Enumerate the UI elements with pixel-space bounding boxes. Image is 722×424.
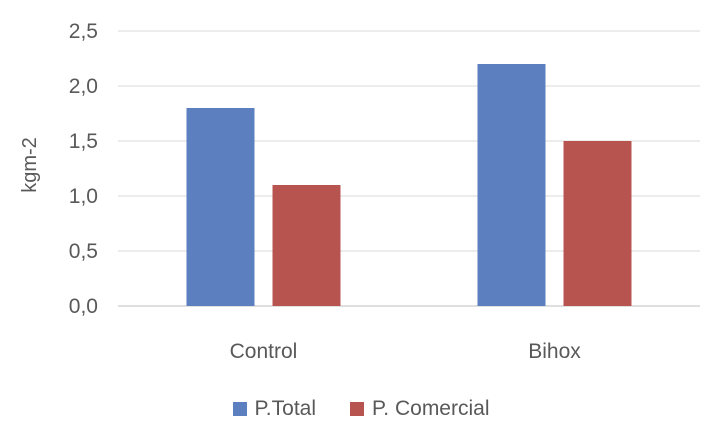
legend-label-p-total: P.Total <box>254 397 317 420</box>
bar-p-comercial-control <box>272 185 341 306</box>
x-axis-categories: Control Bihox <box>230 340 582 363</box>
y-tick-label: 1,0 <box>69 185 98 208</box>
bar-p-total-bihox <box>477 64 546 306</box>
y-tick-label: 2,5 <box>69 20 98 43</box>
y-tick-label: 1,5 <box>69 130 98 153</box>
legend-swatch-p-total <box>232 402 247 416</box>
y-axis-ticks: 0,0 0,5 1,0 1,5 2,0 2,5 <box>69 20 98 318</box>
legend-item-p-total: P.Total <box>232 397 317 421</box>
bar-p-comercial-bihox <box>563 141 632 306</box>
legend-item-p-comercial: P. Comercial <box>350 397 490 421</box>
bars <box>186 64 632 306</box>
legend: P.Total P. Comercial <box>0 394 722 424</box>
bar-p-total-control <box>186 108 255 306</box>
y-tick-label: 2,0 <box>69 75 98 98</box>
x-category-label: Control <box>230 340 298 363</box>
y-axis-title: kgm-2 <box>19 137 41 193</box>
y-tick-label: 0,0 <box>69 295 98 318</box>
legend-swatch-p-comercial <box>350 402 364 416</box>
x-category-label: Bihox <box>528 340 581 363</box>
legend-label-p-comercial: P. Comercial <box>372 397 490 420</box>
y-tick-label: 0,5 <box>69 240 98 263</box>
bar-chart: 0,0 0,5 1,0 1,5 2,0 2,5 Control Bihox kgm-2 <box>19 20 700 363</box>
